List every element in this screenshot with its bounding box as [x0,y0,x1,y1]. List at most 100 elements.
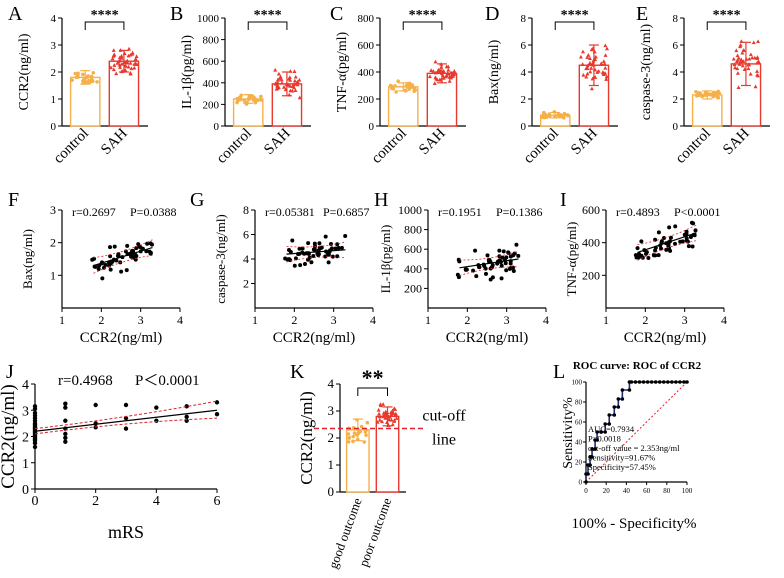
data-point-a-2 [108,65,113,70]
data-point-i [668,248,673,253]
data-point-b-2 [297,77,302,82]
data-point-d-1 [553,114,557,119]
data-point-a-2 [118,48,123,52]
stat-p-i: P<0.0001 [674,205,720,219]
data-point-c-2 [447,79,452,83]
data-point-f [101,265,106,270]
y-axis-title-d: Bax(ng/ml) [487,39,502,104]
x-category-label-e-1: control [673,126,714,167]
y-axis-title-a: CCR2(ng/ml) [17,33,32,110]
data-point-a-2 [123,67,128,72]
data-point-b-2 [284,82,289,86]
data-point-i [693,228,698,233]
stat-r-h: r=0.1951 [438,205,482,219]
data-point-g [317,241,322,246]
roc-point [629,380,634,384]
x-tick-label-h: 3 [504,313,510,327]
data-point-a-1 [95,80,99,84]
x-category-label-c-1: control [369,126,410,167]
data-point-b-2 [293,88,298,93]
x-axis-title-g: CCR2(ng/ml) [273,330,356,346]
data-point-j [214,400,220,405]
data-point-k-2 [376,407,381,412]
y-tick-label-a: 4 [51,13,57,25]
stat-p-f: P=0.0388 [130,205,176,219]
y-tick-label-f: 1 [50,268,56,282]
x-axis-title-h: CCR2(ng/ml) [446,330,529,346]
roc-point [607,413,612,417]
y-axis-title-g: caspase-3(ng/ml) [213,214,228,304]
data-point-c-1 [412,86,417,91]
data-point-h [504,268,509,273]
roc-point [595,438,599,442]
data-point-k-1 [351,434,356,439]
data-point-e-2 [735,53,740,58]
data-point-e-2 [737,62,742,66]
data-point-j [63,439,68,444]
data-point-d-2 [588,69,593,74]
data-point-c-2 [435,77,440,82]
roc-point [620,388,625,392]
panel-label-l: L [553,361,565,383]
x-category-label-b-2: SAH [261,125,294,158]
data-point-d-2 [580,49,585,54]
panel-label-h: H [374,189,388,211]
data-point-d-2 [604,74,609,79]
data-point-d-2 [602,72,607,76]
data-point-i [633,253,638,258]
y-tick-label-a: 2 [51,67,57,79]
data-point-a-2 [117,55,122,60]
bar-a-1 [69,76,101,127]
data-point-d-2 [589,86,594,91]
data-point-g [312,247,317,252]
y-tick-label-l: 40 [575,439,583,447]
x-tick-label-l: 0 [584,487,588,495]
significance-marker-d: **** [561,8,589,23]
fit-line-i [637,232,697,254]
data-point-a-2 [122,60,127,64]
data-point-a-2 [132,65,137,70]
data-point-k-2 [392,419,397,423]
data-point-k-1 [355,437,360,442]
data-point-g [326,260,331,265]
confidence-band-upper-h [459,250,519,261]
data-point-a-1 [83,76,88,80]
roc-point [612,413,617,417]
data-point-i [653,248,658,253]
data-point-h [482,263,487,268]
data-point-e-2 [739,39,744,43]
data-point-e-2 [756,59,761,64]
y-tick-label-g: 8 [243,203,249,217]
y-tick-label-c: 0 [369,121,375,133]
data-point-b-2 [278,76,283,80]
y-tick-label-e: 4 [673,67,679,79]
data-point-g [311,254,316,259]
data-point-c-2 [439,62,444,66]
confidence-band-upper-g [286,241,346,248]
data-point-k-2 [375,420,380,424]
data-point-k-2 [394,416,399,420]
data-point-j [32,410,38,416]
data-point-f [136,242,141,247]
data-point-j [63,435,68,441]
data-point-i [664,247,669,252]
data-point-j [123,402,129,408]
data-point-b-2 [287,76,292,81]
data-point-a-2 [134,54,139,59]
data-point-k-1 [346,440,351,444]
data-point-d-2 [602,61,607,66]
data-point-a-2 [127,46,132,51]
data-point-a-2 [122,51,127,55]
data-point-g [335,254,340,259]
x-tick-label-h: 1 [425,313,431,327]
data-point-c-2 [432,81,437,85]
y-tick-label-f: 2 [50,236,56,250]
data-point-e-2 [741,48,746,52]
data-point-g [333,246,338,251]
fit-line-j [34,409,218,432]
data-point-c-2 [427,74,432,79]
data-point-k-2 [383,416,388,420]
data-point-k-1 [356,431,361,435]
y-axis-title-k: CCR2(ng/ml) [297,391,316,485]
data-point-k-2 [387,414,392,419]
